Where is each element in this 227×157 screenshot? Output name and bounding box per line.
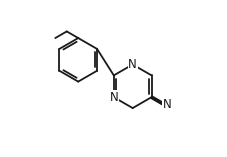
Text: N: N bbox=[128, 58, 136, 71]
Text: N: N bbox=[109, 91, 118, 104]
Text: N: N bbox=[162, 98, 171, 111]
